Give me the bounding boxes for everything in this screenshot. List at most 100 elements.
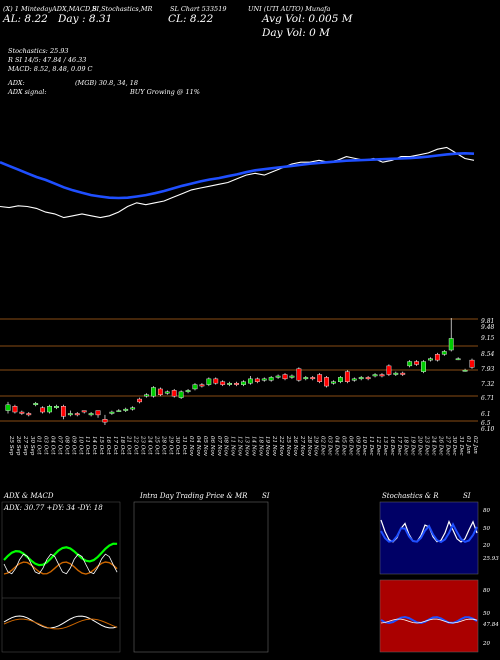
candle-body [441,351,447,355]
date-label: 08 Oct [63,436,69,455]
candle-body [95,410,101,416]
date-label: 04 Nov [195,436,201,457]
date-label: 06 Nov [209,436,215,457]
price-label: 7.32 [481,381,495,388]
candle-body [421,361,426,372]
macd-signal-line [3,618,118,630]
candle-body [469,359,475,368]
candle-body [178,391,184,398]
candle-body [317,374,323,382]
candle-body [379,374,385,377]
header-row3-d: Day Vol: 0 M [262,27,330,39]
rsi-line [380,615,478,625]
candle-body [234,382,239,385]
candle-body [220,381,226,385]
candle-body [74,413,80,416]
bottom-panels: 80 50 20 25.93 80 50 47.84 20 [1,501,499,653]
candle-body [47,406,52,413]
adx-signal-label: ADX signal: [8,88,47,96]
date-label: 18 Oct [119,436,125,455]
date-label: 22 Nov [278,435,284,457]
adx-values: (MGB) 30.8, 34, 18 [75,79,139,87]
header-row2-b: Day : 8.31 [58,13,113,25]
candle-body [428,358,433,361]
date-label: 30 Dec [451,436,457,456]
date-label: 07 Nov [216,436,222,457]
date-label: 25 Nov [285,435,291,457]
candle-body [171,390,177,397]
candle-body [5,404,11,411]
candle-body [448,338,454,351]
date-label: 26 Dec [437,435,443,456]
date-label: 17 Oct [112,436,118,455]
candle-body [358,377,364,380]
price-label: 6.5 [481,420,491,427]
candle-body [261,378,267,381]
date-label: 28 Oct [160,435,166,455]
candle-body [338,377,343,382]
date-label: 23 Oct [140,435,146,455]
price-label: 6.71 [481,395,494,402]
candle-body [185,390,191,393]
header-row1-d: UNI (UTI AUTO) Munafa [248,5,331,13]
date-label: 17 Dec [396,436,402,456]
intraday-panel-si: SI [262,492,270,500]
date-label: 18 Nov [257,436,263,457]
price-axis-labels: 9.819.48 9.15 8.54 7.93 7.32 6.71 6.1 6.56.10 [481,318,495,433]
candle-body [400,372,406,375]
date-label: 15 Oct [98,436,104,455]
candle-body [331,381,336,384]
candle-body [434,354,440,361]
date-label: 16 Oct [105,436,111,455]
rsi-scale-label: 47.84 [482,622,499,628]
stoch-panel-si: SI [463,492,471,500]
date-label: 18 Dec [403,436,409,456]
price-label: 6.10 [481,426,495,433]
date-label: 05 Nov [202,436,208,457]
date-label: 09 Oct [70,436,76,455]
header-row1-c: SL Chart 533519 [170,5,227,13]
date-label: 03 Oct [43,436,49,455]
date-label: 08 Nov [223,436,229,457]
date-label: 23 Dec [424,435,430,456]
candle-body [151,387,156,397]
candle-body [123,408,129,411]
date-label: 01 Nov [188,436,194,457]
date-axis: 25 Sep 26 Sep 27 Sep 30 Sep 01 Oct 03 Oct 04 O… [8,435,478,457]
candle-body [12,406,18,413]
intraday-panel-frame [133,501,269,653]
rsi-signal-line [380,618,478,624]
candle-body [462,370,468,372]
date-label: 12 Dec [375,436,381,456]
intraday-panel-title: Intra Day Trading Price & MR [140,492,248,500]
moving-average-line [0,151,475,200]
candle-body [275,375,281,378]
date-label: 27 Nov [299,435,305,457]
candle-body [199,384,205,387]
adx-panel-frame [1,501,121,653]
candle-body [81,410,87,413]
date-label: 14 Oct [91,436,97,455]
candle-body [54,406,59,408]
stoch-scale-label: 80 [483,508,490,514]
candle-body [33,403,39,406]
date-label: 13 Nov [244,436,250,457]
candle-body [289,375,295,378]
date-label: 28 Nov [306,435,312,457]
date-label: 31 Oct [181,436,187,455]
stoch-scale-label: 50 [483,526,490,532]
header-row1-a: (X) 1 MintedayADX,MACD,B [3,5,97,13]
rsi-readout: R SI 14/5: 47.84 / 46.33 [8,56,87,64]
date-label: 10 Dec [361,436,367,456]
candle-body [393,372,399,375]
indicator-lines [0,146,475,219]
date-label: 25 Oct [153,435,159,455]
price-grid [0,318,478,422]
date-label: 11 Oct [84,436,90,455]
candlesticks [5,318,475,425]
rsi-scale-label: 20 [482,641,490,647]
date-label: 03 Dec [327,436,333,456]
date-label: 02 Dec [320,436,326,456]
candle-body [130,407,136,410]
price-label: 9.15 [481,335,495,342]
